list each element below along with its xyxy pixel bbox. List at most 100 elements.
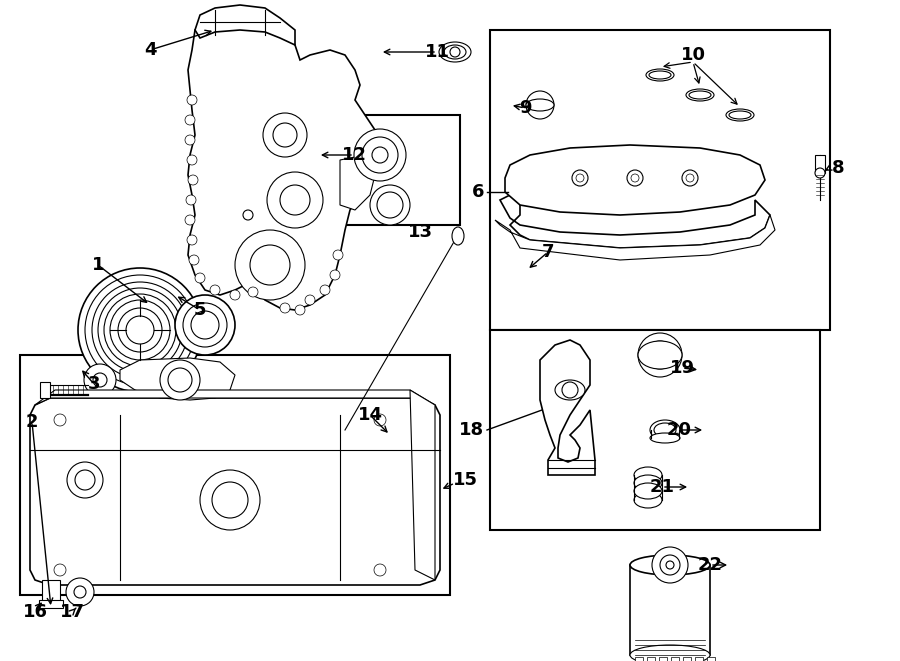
Bar [695,657,703,661]
Circle shape [374,414,386,426]
Circle shape [210,285,220,295]
Text: 12: 12 [341,146,366,164]
Circle shape [450,47,460,57]
Circle shape [104,294,176,366]
Circle shape [185,135,195,145]
Bar [671,657,679,661]
Bar [490,30,830,330]
Text: 16: 16 [22,603,48,621]
Bar [707,657,715,661]
Circle shape [93,373,107,387]
Polygon shape [500,195,770,248]
Circle shape [230,290,240,300]
Circle shape [74,586,86,598]
Circle shape [160,360,200,400]
Circle shape [195,273,205,283]
Circle shape [646,341,674,369]
Polygon shape [340,155,375,210]
Circle shape [189,255,199,265]
Circle shape [110,300,170,360]
Bar [42,580,60,605]
Ellipse shape [729,111,751,119]
Circle shape [576,174,584,182]
Circle shape [333,250,343,260]
Circle shape [98,288,182,372]
Ellipse shape [439,42,471,62]
Ellipse shape [650,420,680,440]
Circle shape [627,170,643,186]
Circle shape [118,308,162,352]
Bar [305,115,460,225]
Text: 20: 20 [667,421,691,439]
Circle shape [168,368,192,392]
Bar [39,600,63,608]
Ellipse shape [650,433,680,443]
Circle shape [682,170,698,186]
Text: 14: 14 [357,406,382,424]
Text: 8: 8 [832,159,844,177]
Ellipse shape [634,483,662,499]
Circle shape [75,470,95,490]
Ellipse shape [634,467,662,483]
Text: 15: 15 [453,471,478,489]
Circle shape [377,192,403,218]
Polygon shape [540,340,595,475]
Circle shape [320,285,330,295]
Ellipse shape [526,99,554,111]
Circle shape [185,215,195,225]
Circle shape [652,547,688,583]
Circle shape [235,230,305,300]
Circle shape [84,364,116,396]
Circle shape [562,382,578,398]
Circle shape [374,564,386,576]
Ellipse shape [689,91,711,99]
Circle shape [631,174,639,182]
Text: 4: 4 [144,41,157,59]
Circle shape [305,295,315,305]
Circle shape [212,482,248,518]
Circle shape [248,287,258,297]
Circle shape [295,305,305,315]
Ellipse shape [649,71,671,79]
Text: 2: 2 [26,413,38,431]
Text: 17: 17 [59,603,85,621]
Text: 11: 11 [425,43,449,61]
Bar [630,565,710,655]
Polygon shape [30,398,440,585]
Circle shape [372,147,388,163]
Polygon shape [195,5,295,45]
Text: 5: 5 [194,301,206,319]
Circle shape [330,270,340,280]
Ellipse shape [452,227,464,245]
Circle shape [686,174,694,182]
Text: 19: 19 [670,359,695,377]
Text: 9: 9 [518,99,531,117]
Polygon shape [505,145,765,215]
Circle shape [526,91,554,119]
Circle shape [54,564,66,576]
Ellipse shape [555,380,585,400]
Ellipse shape [630,645,710,661]
Bar [683,657,691,661]
Ellipse shape [444,45,466,59]
Circle shape [200,470,260,530]
Text: 22: 22 [698,556,723,574]
Circle shape [67,462,103,498]
Circle shape [187,155,197,165]
Bar [635,657,643,661]
Circle shape [370,185,410,225]
Text: 6: 6 [472,183,484,201]
Text: 10: 10 [680,46,706,64]
Text: 7: 7 [542,243,554,261]
Bar [659,657,667,661]
Text: 1: 1 [92,256,104,274]
Circle shape [175,295,235,355]
Text: 21: 21 [650,478,674,496]
Circle shape [187,95,197,105]
Circle shape [638,333,682,377]
Polygon shape [410,390,435,580]
Circle shape [243,210,253,220]
Circle shape [815,168,825,178]
Circle shape [126,316,154,344]
Circle shape [280,185,310,215]
